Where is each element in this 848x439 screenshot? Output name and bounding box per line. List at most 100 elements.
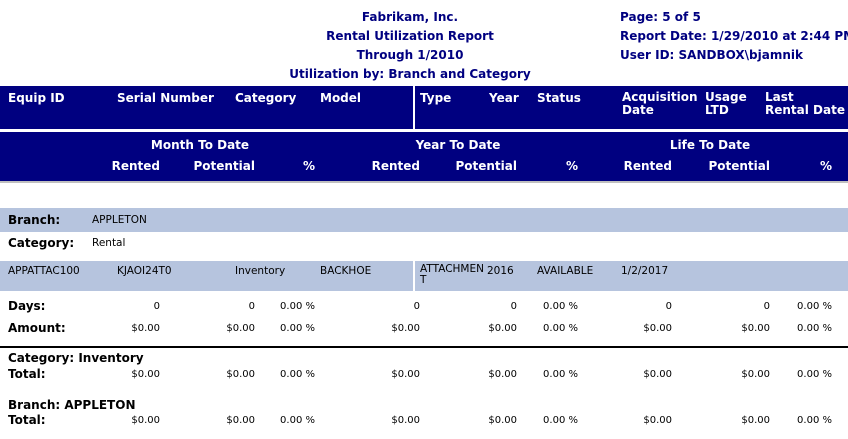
branch-band: Branch: APPLETON	[0, 208, 848, 232]
category-total-heading: Category: Inventory	[8, 351, 144, 365]
subcol-ytd-rented: Rented	[371, 159, 420, 173]
col-usage-ltd-line1: Usage	[705, 90, 747, 104]
col-type: Type	[420, 91, 452, 105]
equipment-row: APPATTAC100 KJAOI24T0 Inventory BACKHOE …	[0, 261, 848, 291]
amount-label: Amount:	[8, 321, 66, 335]
subcol-ytd-percent: %	[565, 159, 578, 173]
branch-total-ytd-percent: 0.00 %	[543, 415, 578, 426]
amount-ltd-potential: $0.00	[741, 323, 770, 334]
branch-total-mtd-potential: $0.00	[226, 415, 255, 426]
col-model: Model	[320, 91, 362, 105]
equipment-column-divider	[413, 261, 415, 291]
cat-total-mtd-potential: $0.00	[226, 369, 255, 380]
col-acquisition-date: Acquisition Date	[622, 91, 698, 117]
branch-total-ytd-rented: $0.00	[391, 415, 420, 426]
days-mtd-potential: 0	[248, 301, 255, 312]
col-year: Year	[489, 91, 519, 105]
acquisition-date-value: 1/2/2017	[621, 265, 669, 277]
equip-id-value: APPATTAC100	[8, 265, 80, 277]
subcol-ltd-potential: Potential	[708, 159, 770, 173]
category-total-label: Total:	[8, 367, 46, 381]
col-last-rental-date-line1: Last	[765, 90, 794, 104]
group-month-to-date: Month To Date	[150, 138, 250, 152]
cat-total-mtd-rented: $0.00	[131, 369, 160, 380]
amount-ltd-percent: 0.00 %	[797, 323, 832, 334]
col-equip-id: Equip ID	[8, 91, 65, 105]
col-acquisition-date-line2: Date	[622, 103, 654, 117]
branch-total-ltd-rented: $0.00	[643, 415, 672, 426]
category-total-row: Total: $0.00 $0.00 0.00 % $0.00 $0.00 0.…	[0, 367, 848, 384]
col-last-rental-date: Last Rental Date	[765, 91, 845, 117]
page-info-block: Page: 5 of 5 Report Date: 1/29/2010 at 2…	[620, 8, 848, 65]
column-header-band: Equip ID Serial Number Category Model Ty…	[0, 86, 848, 129]
days-ltd-potential: 0	[763, 301, 770, 312]
subcol-ltd-rented: Rented	[623, 159, 672, 173]
report-grouping: Utilization by: Branch and Category	[289, 67, 531, 81]
days-ltd-percent: 0.00 %	[797, 301, 832, 312]
category-label: Category:	[8, 236, 75, 250]
status-value: AVAILABLE	[537, 265, 594, 277]
amount-ltd-rented: $0.00	[643, 323, 672, 334]
type-value: ATTACHMENT	[420, 263, 484, 286]
branch-total-mtd-percent: 0.00 %	[280, 415, 315, 426]
report-title-block: Fabrikam, Inc. Rental Utilization Report…	[0, 8, 820, 84]
group-year-to-date: Year To Date	[415, 138, 501, 152]
col-acquisition-date-line1: Acquisition	[622, 90, 698, 104]
days-ltd-rented: 0	[665, 301, 672, 312]
branch-value: APPLETON	[92, 214, 147, 226]
branch-total-ytd-potential: $0.00	[488, 415, 517, 426]
page-number: Page: 5 of 5	[620, 10, 701, 24]
cat-total-ytd-potential: $0.00	[488, 369, 517, 380]
cat-total-ltd-potential: $0.00	[741, 369, 770, 380]
branch-total-row: Total: $0.00 $0.00 0.00 % $0.00 $0.00 0.…	[0, 413, 848, 430]
period-subheader-row: Rented Potential % Rented Potential % Re…	[0, 159, 848, 174]
branch-total-label: Total:	[8, 413, 46, 427]
subcol-mtd-potential: Potential	[193, 159, 255, 173]
cat-total-ltd-percent: 0.00 %	[797, 369, 832, 380]
branch-total-mtd-rented: $0.00	[131, 415, 160, 426]
category-value-cell: Inventory	[235, 265, 286, 277]
amount-mtd-percent: 0.00 %	[280, 323, 315, 334]
col-status: Status	[537, 91, 581, 105]
cat-total-mtd-percent: 0.00 %	[280, 369, 315, 380]
branch-label: Branch:	[8, 213, 61, 227]
subcol-ltd-percent: %	[819, 159, 832, 173]
amount-row: Amount: $0.00 $0.00 0.00 % $0.00 $0.00 0…	[0, 321, 848, 338]
report-date: Report Date: 1/29/2010 at 2:44 PM	[620, 29, 848, 43]
amount-ytd-rented: $0.00	[391, 323, 420, 334]
branch-total-ltd-potential: $0.00	[741, 415, 770, 426]
serial-number-value: KJAOI24T0	[117, 265, 172, 277]
group-life-to-date: Life To Date	[669, 138, 751, 152]
col-serial-number: Serial Number	[117, 91, 214, 105]
cat-total-ltd-rented: $0.00	[643, 369, 672, 380]
report-title: Rental Utilization Report	[326, 29, 494, 43]
col-usage-ltd: Usage LTD	[705, 91, 747, 117]
cat-total-ytd-rented: $0.00	[391, 369, 420, 380]
category-value: Rental	[92, 237, 126, 249]
category-row: Category: Rental	[0, 236, 848, 252]
branch-total-heading: Branch: APPLETON	[8, 398, 136, 412]
col-category: Category	[235, 91, 297, 105]
amount-ytd-percent: 0.00 %	[543, 323, 578, 334]
branch-total-ltd-percent: 0.00 %	[797, 415, 832, 426]
days-mtd-rented: 0	[153, 301, 160, 312]
days-mtd-percent: 0.00 %	[280, 301, 315, 312]
period-header-band: Month To Date Year To Date Life To Date …	[0, 132, 848, 183]
model-value: BACKHOE	[320, 265, 372, 277]
subcol-mtd-percent: %	[302, 159, 315, 173]
amount-mtd-potential: $0.00	[226, 323, 255, 334]
year-value: 2016	[487, 265, 514, 277]
header-column-divider	[413, 86, 415, 129]
days-label: Days:	[8, 299, 46, 313]
days-ytd-rented: 0	[413, 301, 420, 312]
user-id: User ID: SANDBOX\bjamnik	[620, 48, 803, 62]
report-period: Through 1/2010	[356, 48, 464, 62]
subcol-ytd-potential: Potential	[455, 159, 517, 173]
amount-mtd-rented: $0.00	[131, 323, 160, 334]
cat-total-ytd-percent: 0.00 %	[543, 369, 578, 380]
col-last-rental-date-line2: Rental Date	[765, 103, 845, 117]
days-row: Days: 0 0 0.00 % 0 0 0.00 % 0 0 0.00 %	[0, 299, 848, 316]
subcol-mtd-rented: Rented	[111, 159, 160, 173]
days-ytd-percent: 0.00 %	[543, 301, 578, 312]
